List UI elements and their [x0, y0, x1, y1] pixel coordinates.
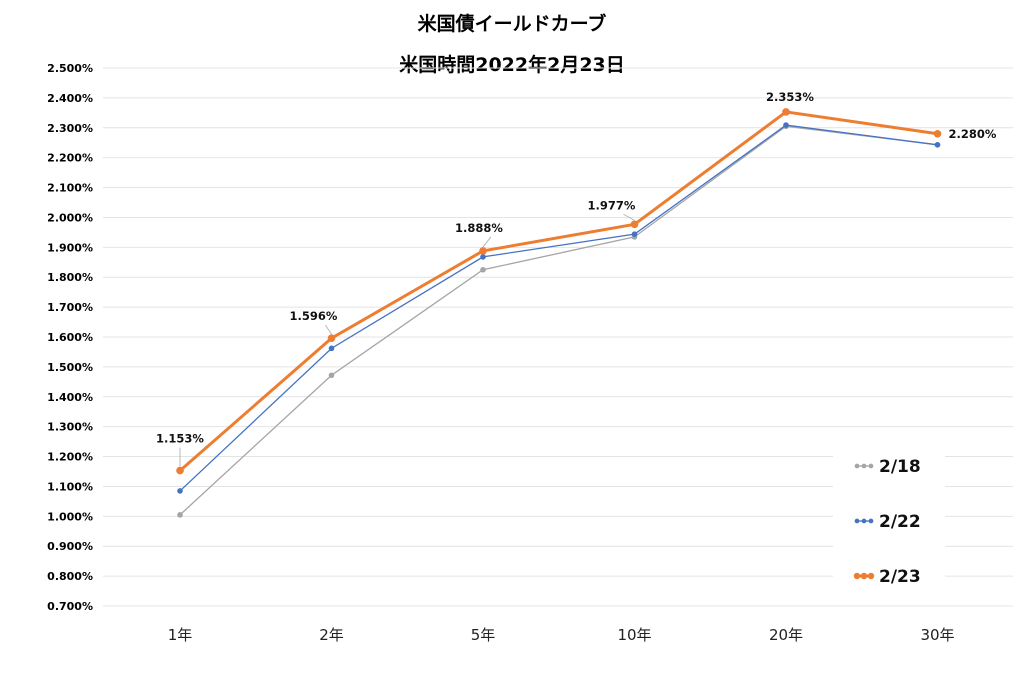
y-tick-label: 2.500%: [47, 62, 93, 75]
data-point: [630, 220, 639, 229]
y-tick-label: 0.800%: [47, 570, 93, 583]
data-label-leader: [482, 236, 492, 248]
data-point: [934, 142, 941, 148]
data-label-leader: [325, 324, 332, 335]
data-point: [327, 334, 336, 342]
data-label: 2.353%: [766, 90, 814, 104]
x-tick-label: 2年: [319, 626, 344, 644]
y-tick-label: 2.100%: [47, 182, 93, 195]
legend-swatch-marker: [854, 518, 860, 524]
data-point: [782, 108, 790, 116]
data-label: 1.596%: [290, 309, 338, 323]
legend-label: 2/23: [879, 567, 921, 587]
x-tick-label: 20年: [769, 626, 803, 644]
legend-swatch-marker: [853, 572, 861, 580]
series-3: [176, 108, 942, 475]
x-tick-label: 30年: [920, 626, 954, 644]
x-tick-label: 10年: [617, 626, 651, 644]
data-point: [177, 512, 183, 518]
chart-title: 米国債イールドカーブ: [418, 12, 607, 35]
legend-item: 2/18: [854, 457, 921, 477]
data-point: [176, 466, 184, 475]
y-tick-label: 1.600%: [47, 331, 93, 344]
y-tick-label: 1.000%: [47, 510, 93, 523]
legend-swatch-marker: [861, 463, 867, 469]
y-tick-label: 1.100%: [47, 480, 93, 493]
chart-subtitle: 米国時間2022年2月23日: [399, 53, 625, 76]
y-tick-label: 1.700%: [47, 301, 93, 314]
series-2: [177, 122, 941, 494]
y-axis-ticks: 0.700% 0.800% 0.900% 1.000% 1.100% 1.200% 1.30…: [47, 62, 93, 613]
data-point: [479, 247, 487, 255]
legend-item: 2/23: [853, 567, 921, 587]
data-point: [631, 231, 638, 237]
data-label: 1.888%: [455, 221, 503, 235]
y-tick-label: 1.800%: [47, 271, 93, 284]
legend-label: 2/22: [879, 512, 921, 532]
series-line: [179, 110, 938, 472]
data-point: [480, 266, 486, 273]
y-tick-label: 0.900%: [47, 540, 93, 553]
data-labels: 1.153% 1.596% 1.888% 1.977% 2.353% 2.280%: [156, 90, 997, 467]
y-tick-label: 0.700%: [47, 600, 93, 613]
legend-item: 2/22: [854, 512, 921, 532]
y-tick-label: 2.200%: [47, 152, 93, 165]
series-line: [179, 125, 938, 516]
data-point: [328, 345, 335, 352]
data-label: 1.977%: [588, 198, 636, 212]
x-tick-label: 1年: [168, 626, 193, 644]
y-tick-label: 1.300%: [47, 421, 93, 434]
grid-lines: [103, 67, 1013, 607]
y-tick-label: 2.300%: [47, 122, 93, 135]
legend-label: 2/18: [879, 457, 921, 477]
legend-box: [833, 442, 945, 597]
data-point: [933, 129, 942, 138]
data-label: 1.153%: [156, 432, 204, 446]
x-tick-label: 5年: [471, 626, 496, 644]
series-line: [179, 124, 938, 492]
y-tick-label: 1.500%: [47, 361, 93, 374]
legend-swatch-marker: [860, 572, 868, 580]
x-axis-ticks: 1年 2年 5年 10年 20年 30年: [168, 626, 955, 644]
legend-swatch-marker: [868, 518, 874, 524]
y-tick-label: 1.400%: [47, 391, 93, 404]
legend: 2/18 2/22 2/23: [833, 442, 945, 597]
series-lines: [176, 108, 942, 518]
legend-swatch-marker: [867, 572, 875, 580]
y-tick-label: 1.200%: [47, 451, 93, 464]
data-point: [480, 254, 486, 260]
y-tick-label: 2.000%: [47, 211, 93, 224]
legend-swatch-marker: [854, 463, 860, 469]
legend-swatch-marker: [868, 463, 874, 469]
data-label-leader: [623, 213, 635, 221]
y-tick-label: 1.900%: [47, 241, 93, 254]
data-point: [783, 122, 789, 128]
data-label: 2.280%: [949, 127, 997, 141]
legend-swatch-marker: [861, 518, 867, 524]
data-point: [328, 372, 335, 379]
data-point: [177, 488, 183, 494]
y-tick-label: 2.400%: [47, 92, 93, 105]
